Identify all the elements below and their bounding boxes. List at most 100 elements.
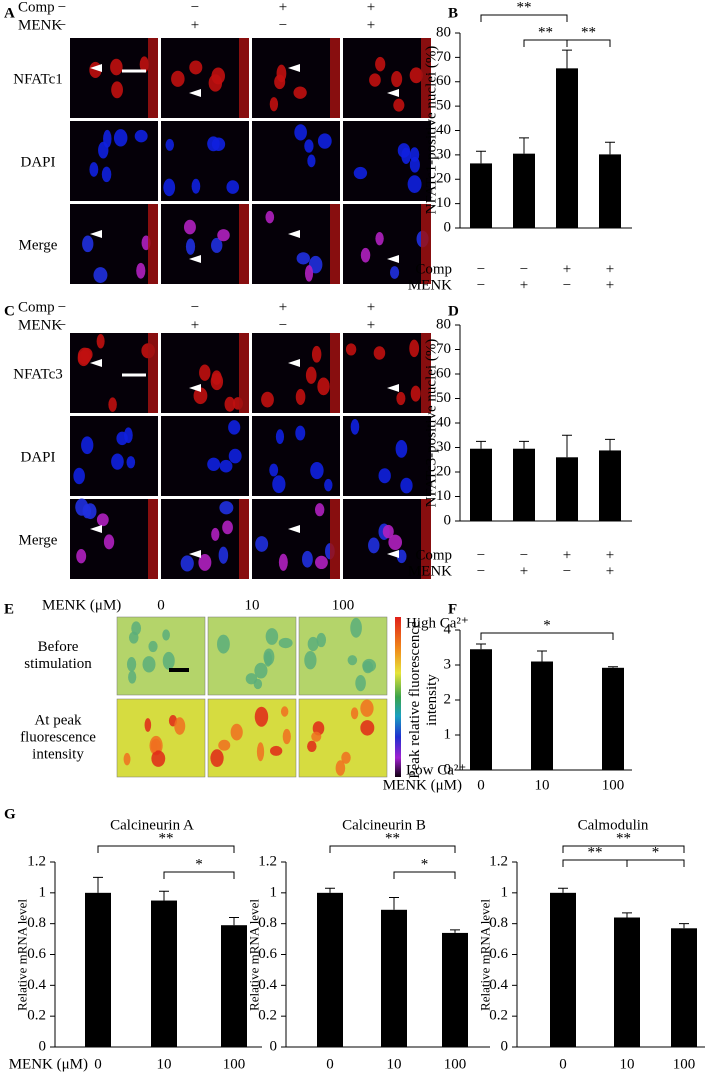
- cell: [163, 178, 176, 197]
- condition-sign: −: [58, 0, 66, 15]
- cell-edge: [148, 38, 158, 118]
- cell: [362, 658, 377, 673]
- bar: [381, 909, 407, 1047]
- cell-edge: [239, 333, 249, 413]
- y-tick-label: 0.2: [258, 1008, 277, 1024]
- bar: [602, 667, 624, 770]
- bar: [470, 448, 492, 521]
- x-row-sign: +: [606, 547, 614, 563]
- cell: [280, 706, 289, 717]
- cell: [360, 247, 371, 263]
- cell: [369, 73, 381, 87]
- micrograph: [252, 333, 340, 413]
- cell: [111, 453, 124, 470]
- cell: [375, 231, 384, 246]
- arrowhead: [387, 255, 399, 263]
- cell: [341, 751, 351, 764]
- row-label: DAPI: [20, 154, 55, 170]
- column-value: 10: [245, 597, 260, 613]
- cell: [353, 166, 368, 180]
- cell: [116, 431, 128, 446]
- error-bar: [605, 141, 615, 155]
- x-row-sign: −: [477, 563, 485, 579]
- micrograph-background: [343, 204, 431, 284]
- cell: [396, 549, 407, 564]
- condition-sign: +: [191, 317, 199, 333]
- y-tick-label: 0: [444, 761, 452, 777]
- cell: [265, 628, 279, 645]
- x-row-sign: +: [606, 261, 614, 277]
- cell: [81, 436, 94, 455]
- x-row-sign: −: [477, 261, 485, 277]
- cell: [350, 617, 362, 638]
- condition-sign: −: [279, 17, 287, 33]
- y-tick-label: 60: [436, 73, 451, 89]
- row-label: Merge: [19, 237, 58, 253]
- arrowhead: [90, 359, 102, 367]
- x-tick-label: 0: [94, 1056, 102, 1072]
- condition-sign: +: [367, 299, 375, 315]
- cell: [265, 210, 275, 224]
- y-tick-label: 1.2: [27, 853, 46, 869]
- arrowhead: [288, 359, 300, 367]
- significance-bracket: [562, 859, 628, 867]
- cell: [219, 459, 233, 473]
- arrowhead: [288, 525, 300, 533]
- column-label: MENK (μM): [42, 597, 121, 613]
- bar: [550, 892, 576, 1047]
- panel-label: F: [448, 601, 457, 617]
- significance-bracket: [480, 14, 568, 22]
- cell: [335, 760, 346, 776]
- cell: [347, 655, 358, 666]
- micrograph: [252, 204, 340, 284]
- significance-label: **: [385, 830, 400, 846]
- cell: [174, 717, 186, 735]
- arrowhead: [387, 384, 399, 392]
- cell: [103, 129, 112, 148]
- cell: [391, 70, 403, 88]
- cell: [375, 56, 386, 72]
- micrograph: [343, 204, 431, 284]
- y-tick-label: 40: [436, 122, 451, 138]
- row-label: DAPI: [20, 449, 55, 465]
- cell: [136, 262, 146, 279]
- cell: [180, 555, 194, 572]
- error-bar: [537, 650, 547, 662]
- cell: [389, 266, 400, 279]
- cell-edge: [421, 499, 431, 579]
- cell: [314, 503, 325, 517]
- cell: [198, 554, 212, 571]
- y-tick-label: 0: [39, 1038, 47, 1054]
- cell: [269, 463, 279, 477]
- cell-edge: [148, 333, 158, 413]
- condition-sign: +: [367, 317, 375, 333]
- x-row-sign: −: [520, 261, 528, 277]
- cell: [144, 718, 152, 732]
- cell-edge: [330, 499, 340, 579]
- cell: [108, 397, 117, 412]
- condition-sign: +: [279, 299, 287, 315]
- bar: [531, 661, 553, 770]
- x-tick-label: 10: [387, 1056, 402, 1072]
- row-label: Merge: [19, 532, 58, 548]
- x-tick-label: 0: [477, 777, 485, 793]
- significance-bracket: [626, 859, 685, 867]
- cell: [311, 731, 322, 742]
- y-tick-label: 20: [436, 171, 451, 187]
- cell: [269, 97, 279, 112]
- cell: [218, 739, 231, 751]
- micrograph: [161, 416, 249, 496]
- image-background: [116, 616, 206, 696]
- arrowhead: [189, 255, 201, 263]
- arrowhead: [189, 89, 201, 97]
- cell: [103, 534, 115, 550]
- cell: [199, 364, 211, 381]
- y-tick-label: 80: [436, 24, 451, 40]
- y-tick-label: 0: [501, 1038, 509, 1054]
- bar: [470, 649, 492, 770]
- colorbar-high: High Ca²⁺: [406, 615, 469, 631]
- cell: [272, 475, 286, 494]
- y-axis-label: Relative mRNA level: [246, 899, 262, 1011]
- cell: [77, 347, 92, 365]
